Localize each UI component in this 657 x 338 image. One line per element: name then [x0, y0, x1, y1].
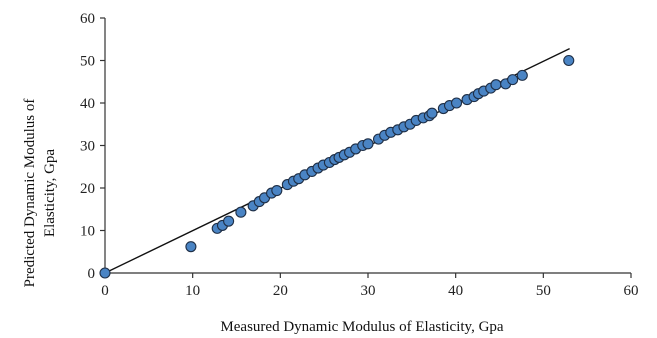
- y-tick-label: 30: [80, 139, 95, 155]
- y-axis-title-line-1: Predicted Dynamic Modulus of: [22, 99, 38, 288]
- x-tick-label: 20: [273, 283, 288, 299]
- data-point: [516, 69, 528, 81]
- data-point: [426, 107, 438, 119]
- x-tick-label: 40: [448, 283, 463, 299]
- x-ticks: 0 10 20 30 40 50 60: [101, 273, 639, 299]
- data-point: [490, 79, 502, 91]
- data-point: [563, 54, 575, 67]
- x-tick-label: 0: [101, 283, 109, 299]
- x-tick-label: 50: [536, 283, 551, 299]
- y-tick-label: 10: [80, 224, 95, 240]
- data-point: [185, 241, 197, 253]
- data-point: [362, 138, 374, 150]
- y-tick-label: 40: [80, 96, 95, 112]
- data-point: [235, 206, 247, 218]
- x-axis-title: Measured Dynamic Modulus of Elasticity, …: [220, 319, 503, 335]
- data-point: [99, 267, 111, 279]
- y-axis-title-line-2: Elasticity, Gpa: [42, 149, 58, 238]
- y-ticks: 0 10 20 30 40 50 60: [80, 11, 105, 282]
- x-tick-label: 10: [185, 283, 200, 299]
- y-tick-label: 0: [88, 266, 96, 282]
- data-point: [450, 97, 463, 109]
- x-tick-label: 30: [361, 283, 376, 299]
- data-point: [507, 74, 519, 86]
- x-tick-label: 60: [624, 283, 639, 299]
- y-tick-label: 60: [80, 11, 95, 27]
- y-tick-label: 20: [80, 181, 95, 197]
- data-point: [271, 185, 283, 197]
- points-layer: [99, 54, 575, 279]
- data-point: [223, 215, 235, 227]
- y-tick-label: 50: [80, 54, 95, 70]
